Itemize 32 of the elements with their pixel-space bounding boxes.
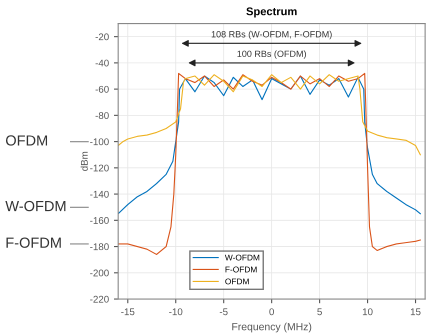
x-tick-label: -10 (169, 308, 182, 316)
x-tick-label: 5 (317, 308, 322, 316)
y-tick-label: -200 (90, 270, 109, 276)
x-tick-label: 10 (362, 308, 373, 316)
legend-label: OFDM (225, 278, 249, 284)
text: OFDM (6, 135, 48, 146)
y-tick-label: -80 (96, 112, 109, 119)
x-axis-title: Frequency (MHz) (232, 322, 312, 332)
y-tick-label: -140 (90, 190, 109, 198)
y-tick-label: -40 (96, 60, 109, 66)
chart-title: Spectrum (246, 7, 297, 18)
y-tick-label: -180 (90, 243, 109, 250)
x-tick-label: -15 (121, 308, 134, 316)
y-axis-title: dBm (80, 152, 88, 171)
y-tick-label: -220 (90, 296, 109, 303)
y-tick-label: -120 (90, 164, 109, 172)
y-tick-label: -20 (96, 33, 109, 40)
line-series (118, 75, 421, 214)
line-series (118, 72, 421, 255)
x-tick-label: 15 (410, 308, 421, 316)
annotation: 108 RBs (W-OFDM, F-OFDM) (212, 30, 332, 40)
y-tick-label: -160 (90, 217, 109, 224)
legend-label: F-OFDM (226, 266, 257, 272)
y-tick-label: -100 (90, 138, 109, 146)
x-tick-label: 0 (269, 308, 274, 316)
x-tick-label: -5 (220, 308, 228, 316)
line-series (118, 74, 421, 156)
annotation: 100 RBs (OFDM) (237, 50, 306, 59)
text: F-OFDM (6, 238, 61, 248)
legend-label: W-OFDM (224, 254, 260, 261)
text: W-OFDM (5, 200, 66, 212)
y-tick-label: -60 (96, 86, 109, 93)
